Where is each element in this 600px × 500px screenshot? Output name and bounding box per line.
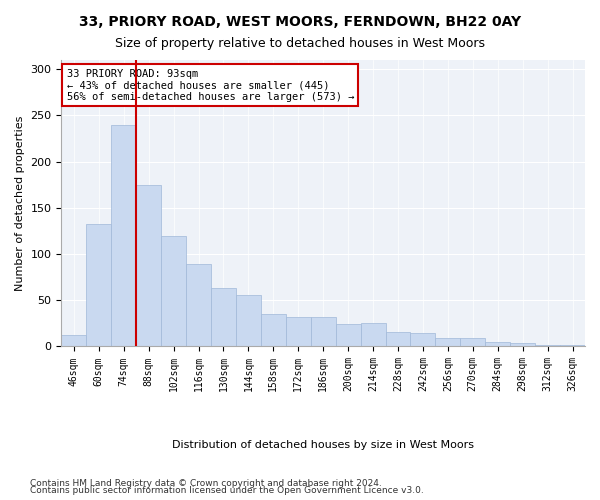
Bar: [111, 124, 136, 346]
Y-axis label: Number of detached properties: Number of detached properties: [15, 116, 25, 291]
Bar: [410, 332, 436, 346]
Bar: [386, 332, 410, 346]
Bar: [535, 344, 560, 346]
Text: 33, PRIORY ROAD, WEST MOORS, FERNDOWN, BH22 0AY: 33, PRIORY ROAD, WEST MOORS, FERNDOWN, B…: [79, 15, 521, 29]
Text: 33 PRIORY ROAD: 93sqm
← 43% of detached houses are smaller (445)
56% of semi-det: 33 PRIORY ROAD: 93sqm ← 43% of detached …: [67, 68, 354, 102]
Bar: [485, 342, 510, 346]
Bar: [211, 288, 236, 346]
Bar: [136, 184, 161, 346]
Bar: [311, 317, 335, 346]
Bar: [261, 314, 286, 346]
Bar: [510, 342, 535, 346]
Bar: [161, 236, 186, 346]
Bar: [236, 294, 261, 346]
Bar: [436, 338, 460, 346]
Bar: [186, 264, 211, 346]
Text: Contains HM Land Registry data © Crown copyright and database right 2024.: Contains HM Land Registry data © Crown c…: [30, 478, 382, 488]
Bar: [86, 224, 111, 346]
X-axis label: Distribution of detached houses by size in West Moors: Distribution of detached houses by size …: [172, 440, 474, 450]
Text: Contains public sector information licensed under the Open Government Licence v3: Contains public sector information licen…: [30, 486, 424, 495]
Bar: [61, 336, 86, 346]
Bar: [361, 324, 386, 346]
Bar: [460, 338, 485, 346]
Text: Size of property relative to detached houses in West Moors: Size of property relative to detached ho…: [115, 38, 485, 51]
Bar: [286, 317, 311, 346]
Bar: [335, 324, 361, 346]
